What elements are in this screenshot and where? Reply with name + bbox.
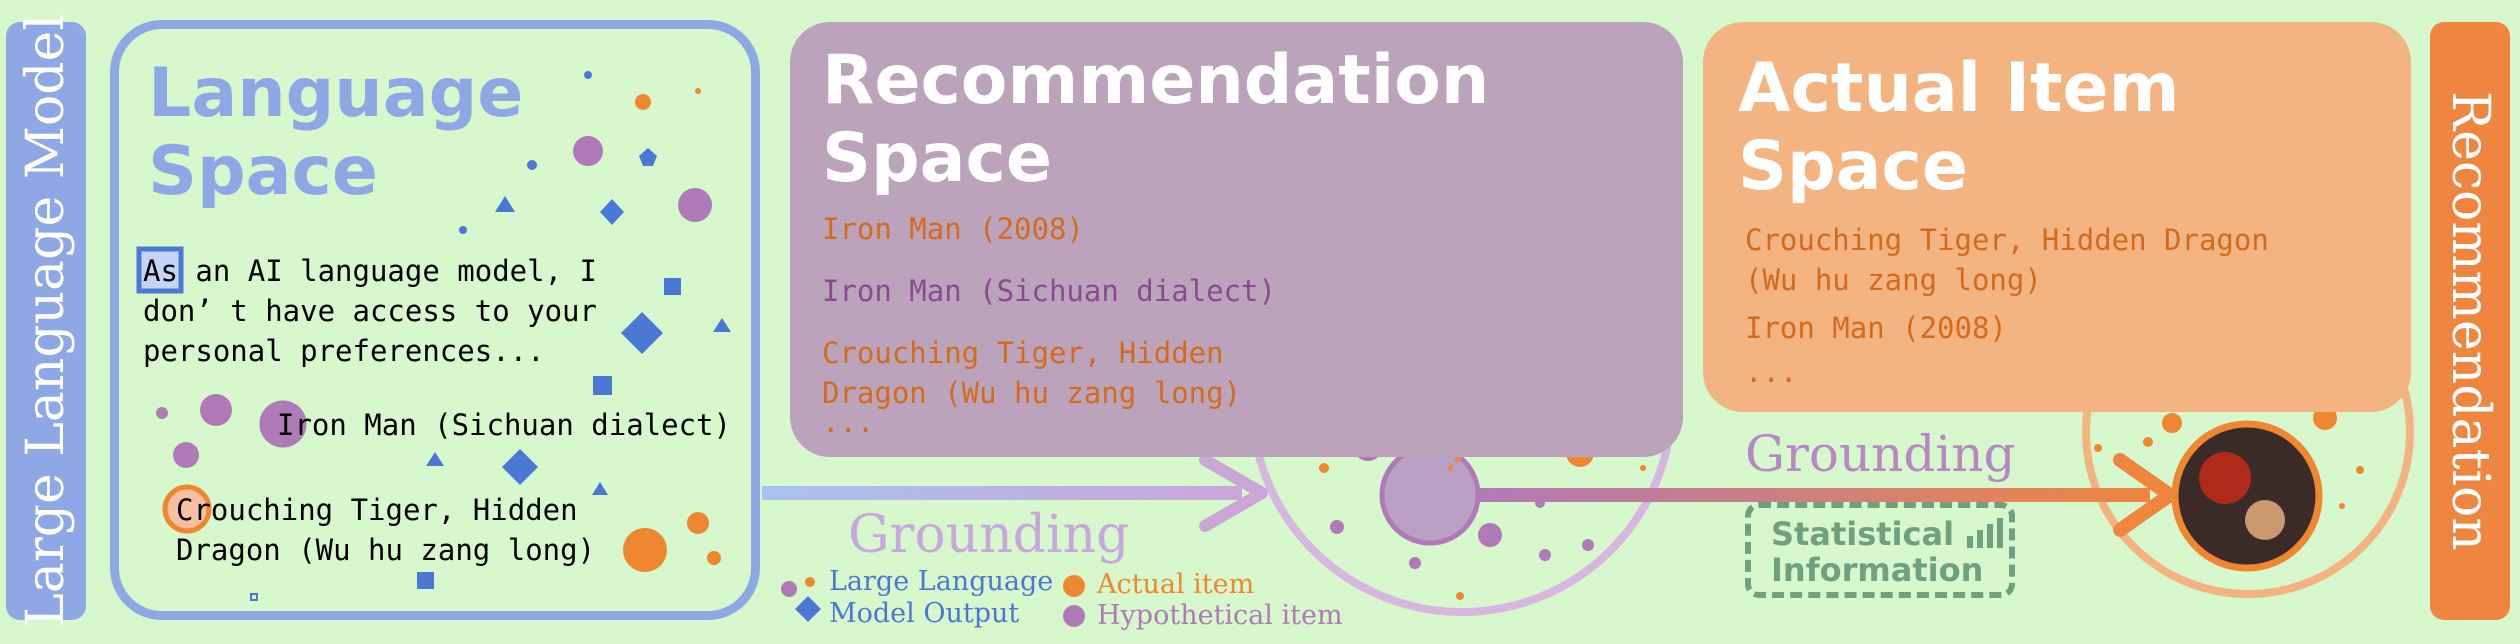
hypothetical-item-dot bbox=[1478, 523, 1502, 547]
grounding-arrow-right bbox=[1480, 488, 2150, 502]
actual-item-dot bbox=[1456, 592, 1464, 600]
grounding-label-right: Grounding bbox=[1745, 425, 2016, 483]
highlight-token: As bbox=[143, 254, 178, 288]
actual-item-dot bbox=[2313, 406, 2337, 430]
actual-ellipsis: ... bbox=[1745, 355, 1798, 389]
llm-output-diamond bbox=[502, 449, 538, 485]
recommendation-space-panel bbox=[790, 22, 1683, 457]
hypothetical-item-dot bbox=[1539, 549, 1551, 561]
legend-diamond bbox=[795, 596, 821, 622]
grounding-arrow-left bbox=[762, 486, 1242, 500]
actual-item-dot bbox=[635, 94, 651, 110]
actual-item-dot bbox=[623, 528, 667, 572]
actual-item-iron-man: Iron Man (2008) bbox=[1745, 311, 2007, 345]
llm-output-dot bbox=[584, 71, 592, 79]
llm-bar: Large Language Model bbox=[6, 14, 86, 628]
hypothetical-item-icon-inner bbox=[265, 406, 301, 442]
hypothetical-item-dot bbox=[1409, 557, 1421, 569]
recommendation-bar-label: Recommendation bbox=[2440, 91, 2500, 551]
actual-item-dot bbox=[2143, 437, 2153, 447]
statistical-information-label: Statistical Information bbox=[1771, 515, 1984, 589]
grounding-label-left: Grounding bbox=[848, 505, 1130, 565]
llm-output-dot bbox=[459, 226, 467, 234]
language-space-title: Language Space bbox=[148, 54, 524, 211]
llm-output-square bbox=[593, 376, 612, 395]
statistical-information-box: Statistical Information bbox=[1745, 502, 2015, 598]
hypothetical-item-dot bbox=[200, 394, 232, 426]
legend-dot-purple bbox=[781, 581, 797, 597]
actual-item-dot bbox=[2094, 444, 2102, 452]
rec-item-crouching-tiger: Crouching Tiger, Hidden Dragon (Wu hu za… bbox=[822, 336, 1242, 410]
actual-item-dot bbox=[695, 88, 701, 94]
llm-output-triangle bbox=[426, 452, 444, 466]
actual-item-space-title: Actual Item Space bbox=[1738, 49, 2180, 206]
poster-figure bbox=[2245, 500, 2285, 540]
llm-output-text: As an AI language model, I don’ t have a… bbox=[143, 254, 597, 368]
movie-poster-large bbox=[2171, 420, 2323, 572]
actual-item-dot bbox=[1640, 465, 1646, 471]
actual-item-space-panel bbox=[1703, 22, 2411, 412]
hypothetical-item-dot bbox=[1330, 520, 1344, 534]
hypothetical-item-dot bbox=[573, 136, 603, 166]
poster-figure bbox=[2199, 452, 2251, 504]
llm-output-square bbox=[664, 278, 681, 295]
actual-item-dot bbox=[2162, 413, 2182, 433]
llm-output-triangle bbox=[592, 482, 608, 495]
llm-output-diamond bbox=[600, 199, 624, 225]
token-highlight bbox=[136, 246, 184, 294]
llm-output-triangle bbox=[495, 196, 515, 212]
legend-actual-dot bbox=[1063, 575, 1085, 597]
legend-hypothetical-dot bbox=[1063, 605, 1085, 627]
legend-actual-item: Actual item bbox=[1097, 569, 1255, 600]
bar-chart-icon bbox=[1967, 518, 2003, 548]
actual-item-dot bbox=[687, 512, 709, 534]
llm-output-diamond bbox=[621, 312, 663, 354]
llm-output-square bbox=[417, 572, 434, 589]
recommendation-space-title: Recommendation Space bbox=[822, 41, 1490, 198]
language-space-panel bbox=[110, 20, 760, 620]
hypothetical-item-dot bbox=[1535, 498, 1545, 508]
grounding-arrow-left-head bbox=[1199, 454, 1268, 532]
hypothetical-item-dot bbox=[1379, 444, 1481, 546]
language-item-iron-man: Iron Man (Sichuan dialect) bbox=[277, 408, 731, 442]
actual-item-crouching-tiger: Crouching Tiger, Hidden Dragon (Wu hu za… bbox=[1745, 223, 2269, 297]
actual-item-dot bbox=[2356, 466, 2364, 474]
llm-output-triangle bbox=[713, 318, 731, 332]
llm-bar-label: Large Language Model bbox=[16, 14, 76, 628]
hypothetical-item-dot bbox=[173, 442, 199, 468]
rec-ellipsis: ... bbox=[822, 405, 875, 439]
hypothetical-item-dot bbox=[678, 188, 712, 222]
grounding-arrow-right-head bbox=[2113, 453, 2177, 537]
language-item-crouching-tiger: Crouching Tiger, Hidden Dragon (Wu hu za… bbox=[176, 493, 596, 567]
legend-hypothetical-item: Hypothetical item bbox=[1097, 600, 1343, 631]
legend-dot-orange bbox=[805, 577, 815, 587]
actual-item-dot bbox=[707, 551, 721, 565]
actual-item-dot bbox=[1319, 463, 1329, 473]
hypothetical-item-dot bbox=[1582, 539, 1594, 551]
legend-llm-output: Large Language Model Output bbox=[829, 566, 1054, 629]
llm-output-dot bbox=[527, 160, 537, 170]
rec-item-iron-man-sichuan: Iron Man (Sichuan dialect) bbox=[822, 274, 1276, 308]
recommendation-bar: Recommendation bbox=[2430, 22, 2510, 620]
rec-item-iron-man-2008: Iron Man (2008) bbox=[822, 212, 1084, 246]
llm-output-pentagon bbox=[639, 148, 657, 166]
hypothetical-item-dot bbox=[156, 407, 168, 419]
llm-output-square bbox=[250, 593, 258, 601]
actual-item-icon bbox=[162, 484, 212, 534]
actual-item-dot bbox=[2339, 503, 2345, 509]
